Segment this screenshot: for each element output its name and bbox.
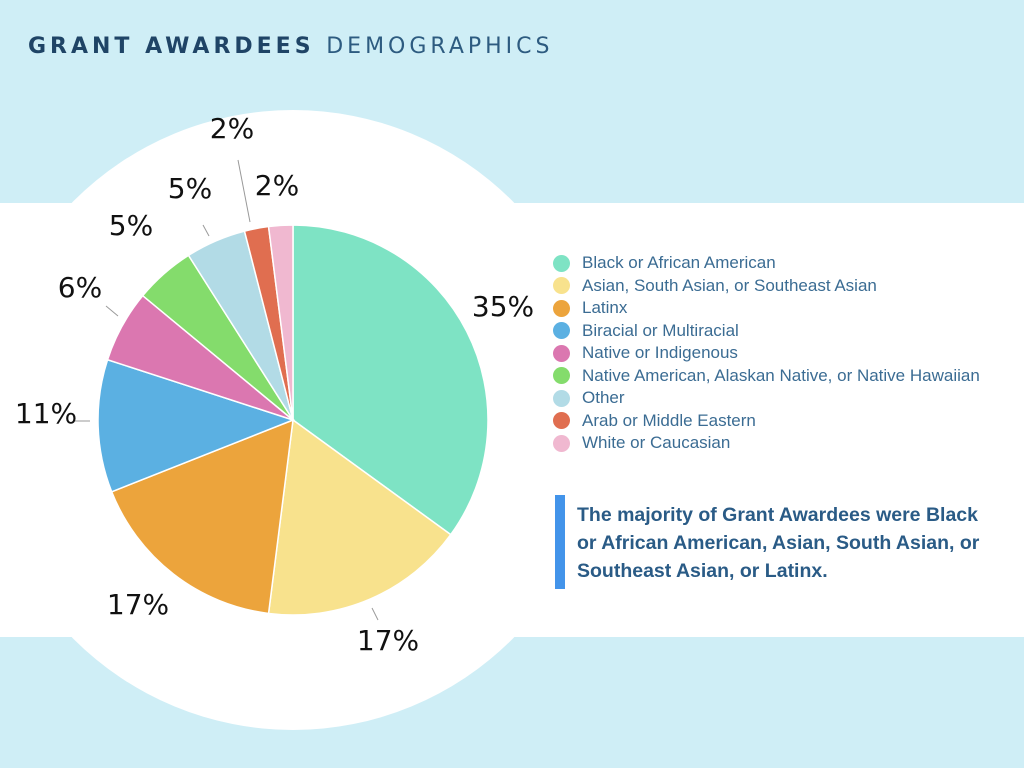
slice-label: 2% <box>210 112 254 145</box>
leader-line <box>202 224 210 237</box>
slice-label: 5% <box>168 172 212 205</box>
title-bold: GRANT AWARDEES <box>28 34 315 59</box>
slice-labels: 35%17%17%11%6%5%5%2%2% <box>15 112 534 657</box>
legend-item: Other <box>553 387 980 410</box>
legend-item: Asian, South Asian, or Southeast Asian <box>553 275 980 298</box>
slice-label: 35% <box>472 290 534 323</box>
slice-label: 2% <box>255 169 299 202</box>
legend-item: Arab or Middle Eastern <box>553 410 980 433</box>
legend-label: Native American, Alaskan Native, or Nati… <box>582 365 980 385</box>
legend-label: White or Caucasian <box>582 433 731 453</box>
pie-slice <box>97 358 296 493</box>
legend-swatch <box>553 299 570 317</box>
legend-item: Black or African American <box>553 252 980 275</box>
legend: Black or African American Asian, South As… <box>553 252 980 455</box>
legend-label: Latinx <box>582 298 628 318</box>
page-title: GRANT AWARDEES DEMOGRAPHICS <box>28 34 554 59</box>
legend-label: Arab or Middle Eastern <box>582 410 756 430</box>
pie-slice <box>110 418 294 615</box>
label-leaders <box>74 159 379 621</box>
pie-slice <box>267 418 452 616</box>
legend-label: Other <box>582 388 625 408</box>
slice-label: 17% <box>357 624 419 657</box>
legend-label: Asian, South Asian, or Southeast Asian <box>582 275 877 295</box>
pie-slice <box>267 224 294 421</box>
legend-swatch <box>553 344 570 362</box>
slice-label: 11% <box>15 397 77 430</box>
legend-label: Native or Indigenous <box>582 343 738 363</box>
legend-item: Native American, Alaskan Native, or Nati… <box>553 365 980 388</box>
legend-label: Biracial or Multiracial <box>582 320 739 340</box>
legend-swatch <box>553 367 570 385</box>
legend-item: White or Caucasian <box>553 432 980 455</box>
slice-label: 17% <box>107 588 169 621</box>
legend-swatch <box>553 412 570 430</box>
legend-label: Black or African American <box>582 253 776 273</box>
pie-slice <box>292 224 489 536</box>
legend-swatch <box>553 254 570 272</box>
callout-text: The majority of Grant Awardees were Blac… <box>577 504 980 582</box>
legend-item: Biracial or Multiracial <box>553 320 980 343</box>
legend-swatch <box>553 277 570 295</box>
legend-swatch <box>553 322 570 340</box>
leader-line <box>105 305 119 317</box>
pie-slices <box>97 224 489 616</box>
legend-item: Native or Indigenous <box>553 342 980 365</box>
legend-swatch <box>553 434 570 452</box>
title-light: DEMOGRAPHICS <box>326 34 554 59</box>
slice-label: 5% <box>109 209 153 242</box>
leader-line <box>237 159 251 223</box>
slice-label: 6% <box>58 271 102 304</box>
legend-item: Latinx <box>553 297 980 320</box>
legend-swatch <box>553 389 570 407</box>
callout-accent-bar <box>555 495 565 589</box>
callout-box: The majority of Grant Awardees were Blac… <box>555 495 995 589</box>
leader-line <box>371 607 379 621</box>
